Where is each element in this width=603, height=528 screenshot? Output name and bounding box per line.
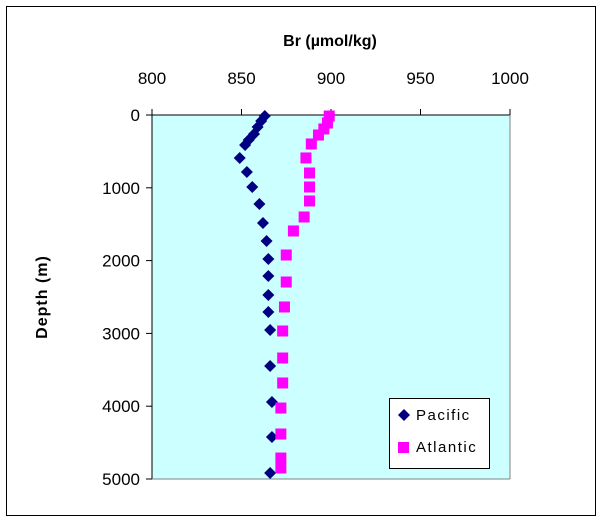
point-atlantic bbox=[275, 402, 287, 414]
legend-marker-atlantic bbox=[398, 442, 409, 453]
point-pacific bbox=[265, 430, 278, 443]
point-pacific bbox=[262, 252, 275, 265]
point-atlantic bbox=[304, 195, 316, 207]
point-pacific bbox=[233, 151, 246, 164]
x-axis-label: Br (µmol/kg) bbox=[283, 33, 377, 50]
point-pacific bbox=[264, 360, 277, 373]
point-atlantic bbox=[312, 129, 324, 141]
y-tick-label: 1000 bbox=[102, 179, 140, 198]
point-atlantic bbox=[321, 117, 333, 129]
y-axis-label: Depth (m) bbox=[34, 255, 51, 339]
point-atlantic bbox=[305, 138, 317, 150]
point-pacific bbox=[246, 180, 259, 193]
point-atlantic bbox=[300, 152, 312, 164]
point-atlantic bbox=[277, 325, 289, 337]
point-atlantic bbox=[277, 352, 289, 364]
point-atlantic bbox=[318, 123, 330, 135]
point-atlantic bbox=[277, 377, 289, 389]
legend-marker-pacific bbox=[398, 409, 410, 421]
y-tick-label: 5000 bbox=[102, 470, 140, 489]
point-atlantic bbox=[275, 428, 287, 440]
point-atlantic bbox=[275, 462, 287, 474]
x-tick-label: 900 bbox=[317, 69, 345, 88]
point-pacific bbox=[239, 138, 252, 151]
legend: Pacific Atlantic bbox=[389, 398, 490, 469]
legend-label-atlantic: Atlantic bbox=[416, 439, 477, 456]
legend-box bbox=[389, 398, 490, 469]
x-tick-label: 850 bbox=[227, 69, 255, 88]
y-tick-label: 4000 bbox=[102, 397, 140, 416]
legend-label-pacific: Pacific bbox=[416, 407, 471, 424]
point-atlantic bbox=[287, 225, 299, 237]
point-atlantic bbox=[278, 301, 290, 313]
point-pacific bbox=[265, 395, 278, 408]
x-tick-label: 1000 bbox=[491, 69, 529, 88]
point-pacific bbox=[256, 217, 269, 230]
point-atlantic bbox=[304, 167, 316, 179]
point-pacific bbox=[262, 270, 275, 283]
point-pacific bbox=[264, 323, 277, 336]
y-tick-label: 0 bbox=[131, 106, 140, 125]
point-atlantic bbox=[323, 110, 335, 122]
point-pacific bbox=[264, 467, 277, 480]
point-pacific bbox=[262, 289, 275, 302]
point-atlantic bbox=[275, 452, 287, 464]
x-tick-label: 800 bbox=[138, 69, 166, 88]
y-tick-label: 3000 bbox=[102, 324, 140, 343]
point-atlantic bbox=[280, 249, 292, 261]
point-atlantic bbox=[298, 211, 310, 223]
point-pacific bbox=[253, 198, 266, 211]
point-pacific bbox=[260, 235, 273, 248]
y-tick-label: 2000 bbox=[102, 252, 140, 271]
x-tick-label: 950 bbox=[406, 69, 434, 88]
point-atlantic bbox=[280, 276, 292, 288]
point-pacific bbox=[240, 166, 253, 179]
point-atlantic bbox=[304, 181, 316, 193]
point-pacific bbox=[262, 305, 275, 318]
